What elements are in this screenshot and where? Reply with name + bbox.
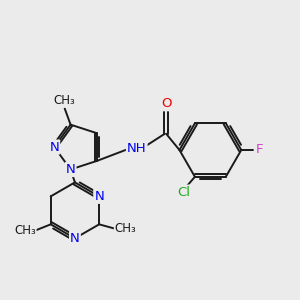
- Text: N: N: [70, 232, 80, 245]
- Text: F: F: [256, 143, 263, 157]
- Text: CH₃: CH₃: [115, 222, 136, 235]
- Text: N: N: [50, 141, 59, 154]
- Text: CH₃: CH₃: [14, 224, 36, 237]
- Text: CH₃: CH₃: [54, 94, 76, 107]
- Text: N: N: [94, 190, 104, 203]
- Text: N: N: [66, 163, 76, 176]
- Text: Cl: Cl: [177, 186, 190, 199]
- Text: NH: NH: [127, 142, 147, 155]
- Text: O: O: [161, 97, 171, 110]
